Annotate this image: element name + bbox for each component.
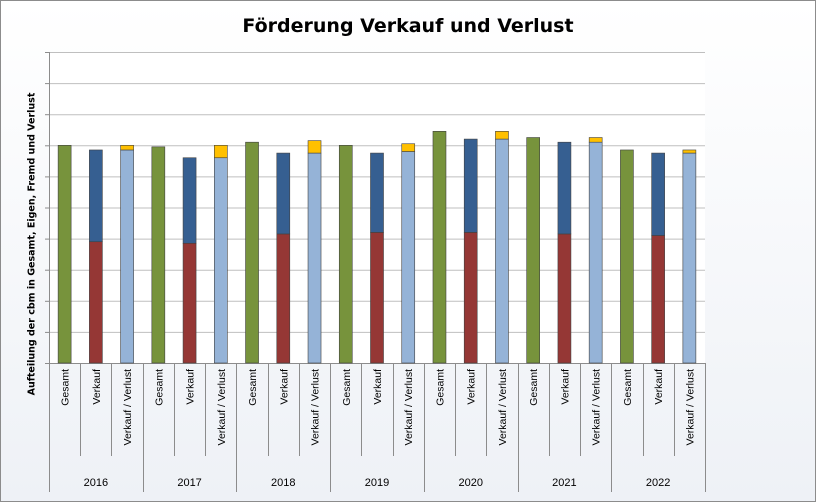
x-category-label: Verkauf / Verlust: [591, 369, 603, 446]
bar-segment: [307, 152, 322, 364]
bar-segment: [432, 131, 447, 364]
x-category-label: Gesamt: [434, 369, 446, 406]
x-category-label: Gesamt: [528, 369, 540, 406]
bar-segment: [682, 152, 697, 364]
x-category-label: Gesamt: [341, 369, 353, 406]
x-group-label: 2016: [84, 477, 108, 489]
x-category-label: Verkauf / Verlust: [310, 369, 322, 446]
bar-segment: [89, 149, 103, 243]
bar-segment: [89, 241, 103, 364]
bar-segment: [182, 242, 197, 364]
bar-segment: [245, 141, 259, 364]
bar-segment: [120, 145, 134, 151]
x-group-label: 2022: [646, 477, 670, 489]
bar-segment: [495, 131, 509, 140]
bar-segment: [307, 140, 322, 154]
bar-segment: [557, 141, 572, 235]
x-group-label: 2019: [365, 477, 389, 489]
bar-segment: [276, 152, 291, 235]
x-category-label: Verkauf / Verlust: [216, 369, 228, 446]
bar-segment: [495, 138, 509, 364]
x-category-label: Verkauf: [466, 369, 478, 405]
bar-segment: [214, 145, 228, 159]
x-group-label: 2021: [552, 477, 576, 489]
bar-segment: [338, 145, 353, 364]
bar-segment: [557, 233, 572, 364]
x-category-label: Gesamt: [247, 369, 259, 406]
x-category-label: Gesamt: [153, 369, 165, 406]
bar-segment: [370, 152, 384, 233]
bar-segment: [214, 157, 228, 364]
bar-segment: [370, 232, 384, 364]
bar-segment: [651, 152, 665, 236]
x-category-label: Verkauf: [185, 369, 197, 405]
x-category-label: Verkauf: [559, 369, 571, 405]
bar-segment: [682, 149, 697, 154]
x-category-label: Verkauf: [91, 369, 103, 405]
x-group-label: 2018: [271, 477, 295, 489]
bar-segment: [151, 146, 166, 364]
x-category-label: Gesamt: [60, 369, 72, 406]
bar-segment: [651, 235, 665, 364]
x-category-label: Verkauf: [372, 369, 384, 405]
x-category-label: Verkauf: [653, 369, 665, 405]
bar-segment: [463, 232, 478, 364]
x-category-label: Verkauf / Verlust: [122, 369, 134, 446]
x-group-label: 2017: [177, 477, 201, 489]
x-category-label: Verkauf / Verlust: [684, 369, 696, 446]
x-group-label: 2020: [458, 477, 482, 489]
bar-segment: [57, 145, 72, 364]
x-category-label: Verkauf / Verlust: [497, 369, 509, 446]
bar-segment: [276, 233, 291, 364]
x-category-label: Verkauf / Verlust: [403, 369, 415, 446]
x-category-label: Gesamt: [622, 369, 634, 406]
bar-segment: [401, 151, 416, 364]
bar-segment: [588, 137, 603, 143]
bar-segment: [526, 137, 540, 364]
x-category-label: Verkauf: [278, 369, 290, 405]
bar-segment: [620, 149, 634, 364]
chart-title: Förderung Verkauf und Verlust: [242, 15, 574, 37]
bar-segment: [120, 149, 134, 364]
bar-segment: [401, 143, 416, 152]
bar-segment: [182, 157, 197, 244]
bar-segment: [588, 141, 603, 364]
bar-segment: [463, 138, 478, 233]
